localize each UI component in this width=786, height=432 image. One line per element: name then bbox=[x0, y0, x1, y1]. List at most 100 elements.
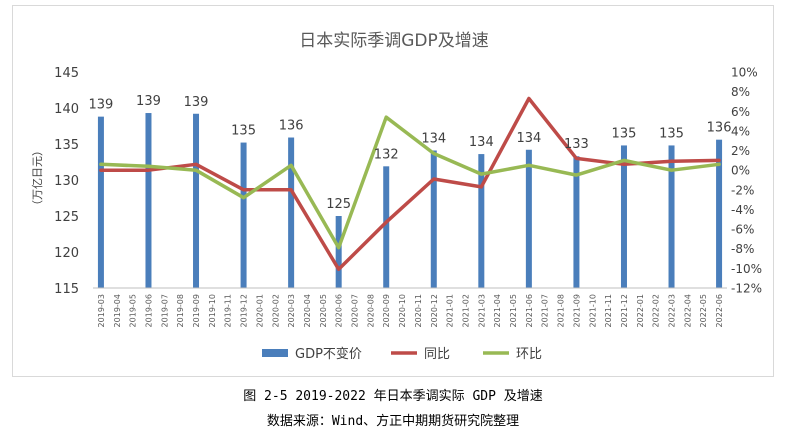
x-tick-label: 2020-07 bbox=[351, 294, 360, 327]
y2-tick-label: 8% bbox=[731, 85, 750, 99]
chart-frame: 日本实际季调GDP及增速 （万亿日元） 139 139 139 135 136 125 13… bbox=[12, 5, 774, 377]
bar-value-label: 139 bbox=[89, 98, 114, 113]
y2-tick-label: 10% bbox=[731, 66, 758, 80]
legend: GDP不变价 同比 环比 bbox=[262, 346, 542, 362]
bar bbox=[478, 154, 485, 288]
x-tick-label: 2021-12 bbox=[620, 294, 629, 327]
bar bbox=[288, 137, 295, 288]
bar-value-label: 139 bbox=[136, 94, 161, 109]
x-tick-label: 2020-08 bbox=[366, 294, 375, 327]
y2-tick-label: 0% bbox=[731, 164, 750, 178]
x-tick-label: 2020-09 bbox=[382, 294, 391, 327]
x-tick-label: 2021-01 bbox=[446, 294, 455, 327]
bar-value-label: 136 bbox=[707, 121, 732, 136]
x-tick-label: 2020-01 bbox=[255, 294, 264, 327]
x-tick-label: 2020-06 bbox=[335, 294, 344, 327]
data-labels: 139 139 139 135 136 125 132 134 134 134 133 135 135 1… bbox=[89, 94, 732, 212]
bar-series bbox=[97, 113, 723, 288]
bar bbox=[620, 145, 627, 288]
x-tick-label: 2020-03 bbox=[287, 294, 296, 327]
y-axis-label: （万亿日元） bbox=[31, 145, 44, 211]
bar bbox=[145, 113, 152, 288]
bar-value-label: 135 bbox=[659, 126, 684, 141]
y-tick-label: 130 bbox=[54, 174, 79, 189]
y-tick-label: 135 bbox=[54, 138, 79, 153]
x-tick-label: 2019-06 bbox=[144, 294, 153, 327]
y2-tick-label: -8% bbox=[731, 242, 754, 256]
x-tick-label: 2022-03 bbox=[668, 294, 677, 327]
y-tick-label: 125 bbox=[54, 210, 79, 225]
x-tick-label: 2019-04 bbox=[113, 294, 122, 327]
y-tick-label: 115 bbox=[54, 282, 79, 297]
line-series bbox=[99, 96, 721, 272]
bar bbox=[430, 150, 437, 288]
y2-tick-label: -10% bbox=[731, 262, 762, 276]
x-tick-label: 2019-12 bbox=[240, 294, 249, 327]
x-tick-label: 2020-10 bbox=[398, 294, 407, 327]
x-tick-label: 2022-05 bbox=[699, 294, 708, 327]
x-tick-label: 2020-02 bbox=[271, 294, 280, 327]
y2-tick-label: -2% bbox=[731, 183, 754, 197]
x-tick-label: 2021-11 bbox=[604, 294, 613, 327]
bar bbox=[668, 145, 675, 288]
bar-value-label: 135 bbox=[612, 126, 637, 141]
bar-value-label: 134 bbox=[421, 131, 446, 146]
x-tick-label: 2020-04 bbox=[303, 294, 312, 327]
bar-value-label: 132 bbox=[374, 147, 399, 162]
x-tick-label: 2019-08 bbox=[176, 294, 185, 327]
x-tick-label: 2019-09 bbox=[192, 294, 201, 327]
y-tick-label: 140 bbox=[54, 102, 79, 117]
x-tick-label: 2022-06 bbox=[715, 294, 724, 327]
bar-value-label: 134 bbox=[516, 131, 541, 146]
bar bbox=[240, 142, 247, 288]
y2-tick-label: 6% bbox=[731, 105, 750, 119]
chart-title: 日本实际季调GDP及增速 bbox=[299, 31, 489, 51]
x-tick-label: 2021-10 bbox=[588, 294, 597, 327]
legend-swatch-gdp bbox=[262, 349, 288, 357]
bar-value-label: 134 bbox=[469, 135, 494, 150]
x-tick-label: 2020-05 bbox=[319, 294, 328, 327]
x-tick-label: 2022-02 bbox=[652, 294, 661, 327]
y2-tick-label: 2% bbox=[731, 144, 750, 158]
axes: 115 120 125 130 135 140 145 10% 8% 6% 4% 2% 0% -2% -4%… bbox=[54, 66, 762, 328]
bar-value-label: 135 bbox=[231, 124, 256, 139]
x-tick-label: 2019-05 bbox=[129, 294, 138, 327]
bar-value-label: 139 bbox=[184, 95, 209, 110]
x-tick-label: 2019-11 bbox=[224, 294, 233, 327]
x-tick-label: 2021-03 bbox=[477, 294, 486, 327]
legend-label: 环比 bbox=[516, 347, 542, 362]
x-tick-label: 2022-01 bbox=[636, 294, 645, 327]
bar bbox=[525, 149, 532, 288]
legend-label: GDP不变价 bbox=[295, 346, 362, 362]
data-source: 数据来源：Wind、方正中期期货研究院整理 bbox=[266, 414, 520, 429]
bar-value-label: 133 bbox=[564, 137, 589, 152]
bar bbox=[383, 166, 390, 288]
bar bbox=[335, 216, 342, 288]
y2-tick-label: -4% bbox=[731, 203, 754, 217]
y2-tick-label: -6% bbox=[731, 223, 754, 237]
bar-value-label: 136 bbox=[279, 119, 304, 134]
x-tick-label: 2020-12 bbox=[430, 294, 439, 327]
bar bbox=[97, 116, 104, 288]
legend-label: 同比 bbox=[424, 347, 450, 362]
bar bbox=[716, 139, 723, 288]
x-tick-label: 2019-03 bbox=[97, 294, 106, 327]
x-tick-label: 2021-09 bbox=[572, 294, 581, 327]
x-tick-label: 2021-05 bbox=[509, 294, 518, 327]
y-tick-label: 120 bbox=[54, 246, 79, 261]
x-tick-label: 2020-11 bbox=[414, 294, 423, 327]
bar-value-label: 125 bbox=[326, 197, 351, 212]
bar bbox=[193, 113, 200, 288]
x-tick-label: 2019-10 bbox=[208, 294, 217, 327]
y-tick-label: 145 bbox=[54, 66, 79, 81]
qoq-line bbox=[99, 115, 721, 250]
x-tick-label: 2022-04 bbox=[683, 294, 692, 327]
figure-caption: 图 2-5 2019-2022 年日本季调实际 GDP 及增速 bbox=[243, 389, 543, 404]
x-tick-label: 2021-04 bbox=[493, 294, 502, 327]
x-tick-label: 2021-07 bbox=[541, 294, 550, 327]
bar bbox=[573, 156, 580, 288]
y2-tick-label: 4% bbox=[731, 124, 750, 138]
x-tick-label: 2021-06 bbox=[525, 294, 534, 327]
x-tick-label: 2019-07 bbox=[160, 294, 169, 327]
